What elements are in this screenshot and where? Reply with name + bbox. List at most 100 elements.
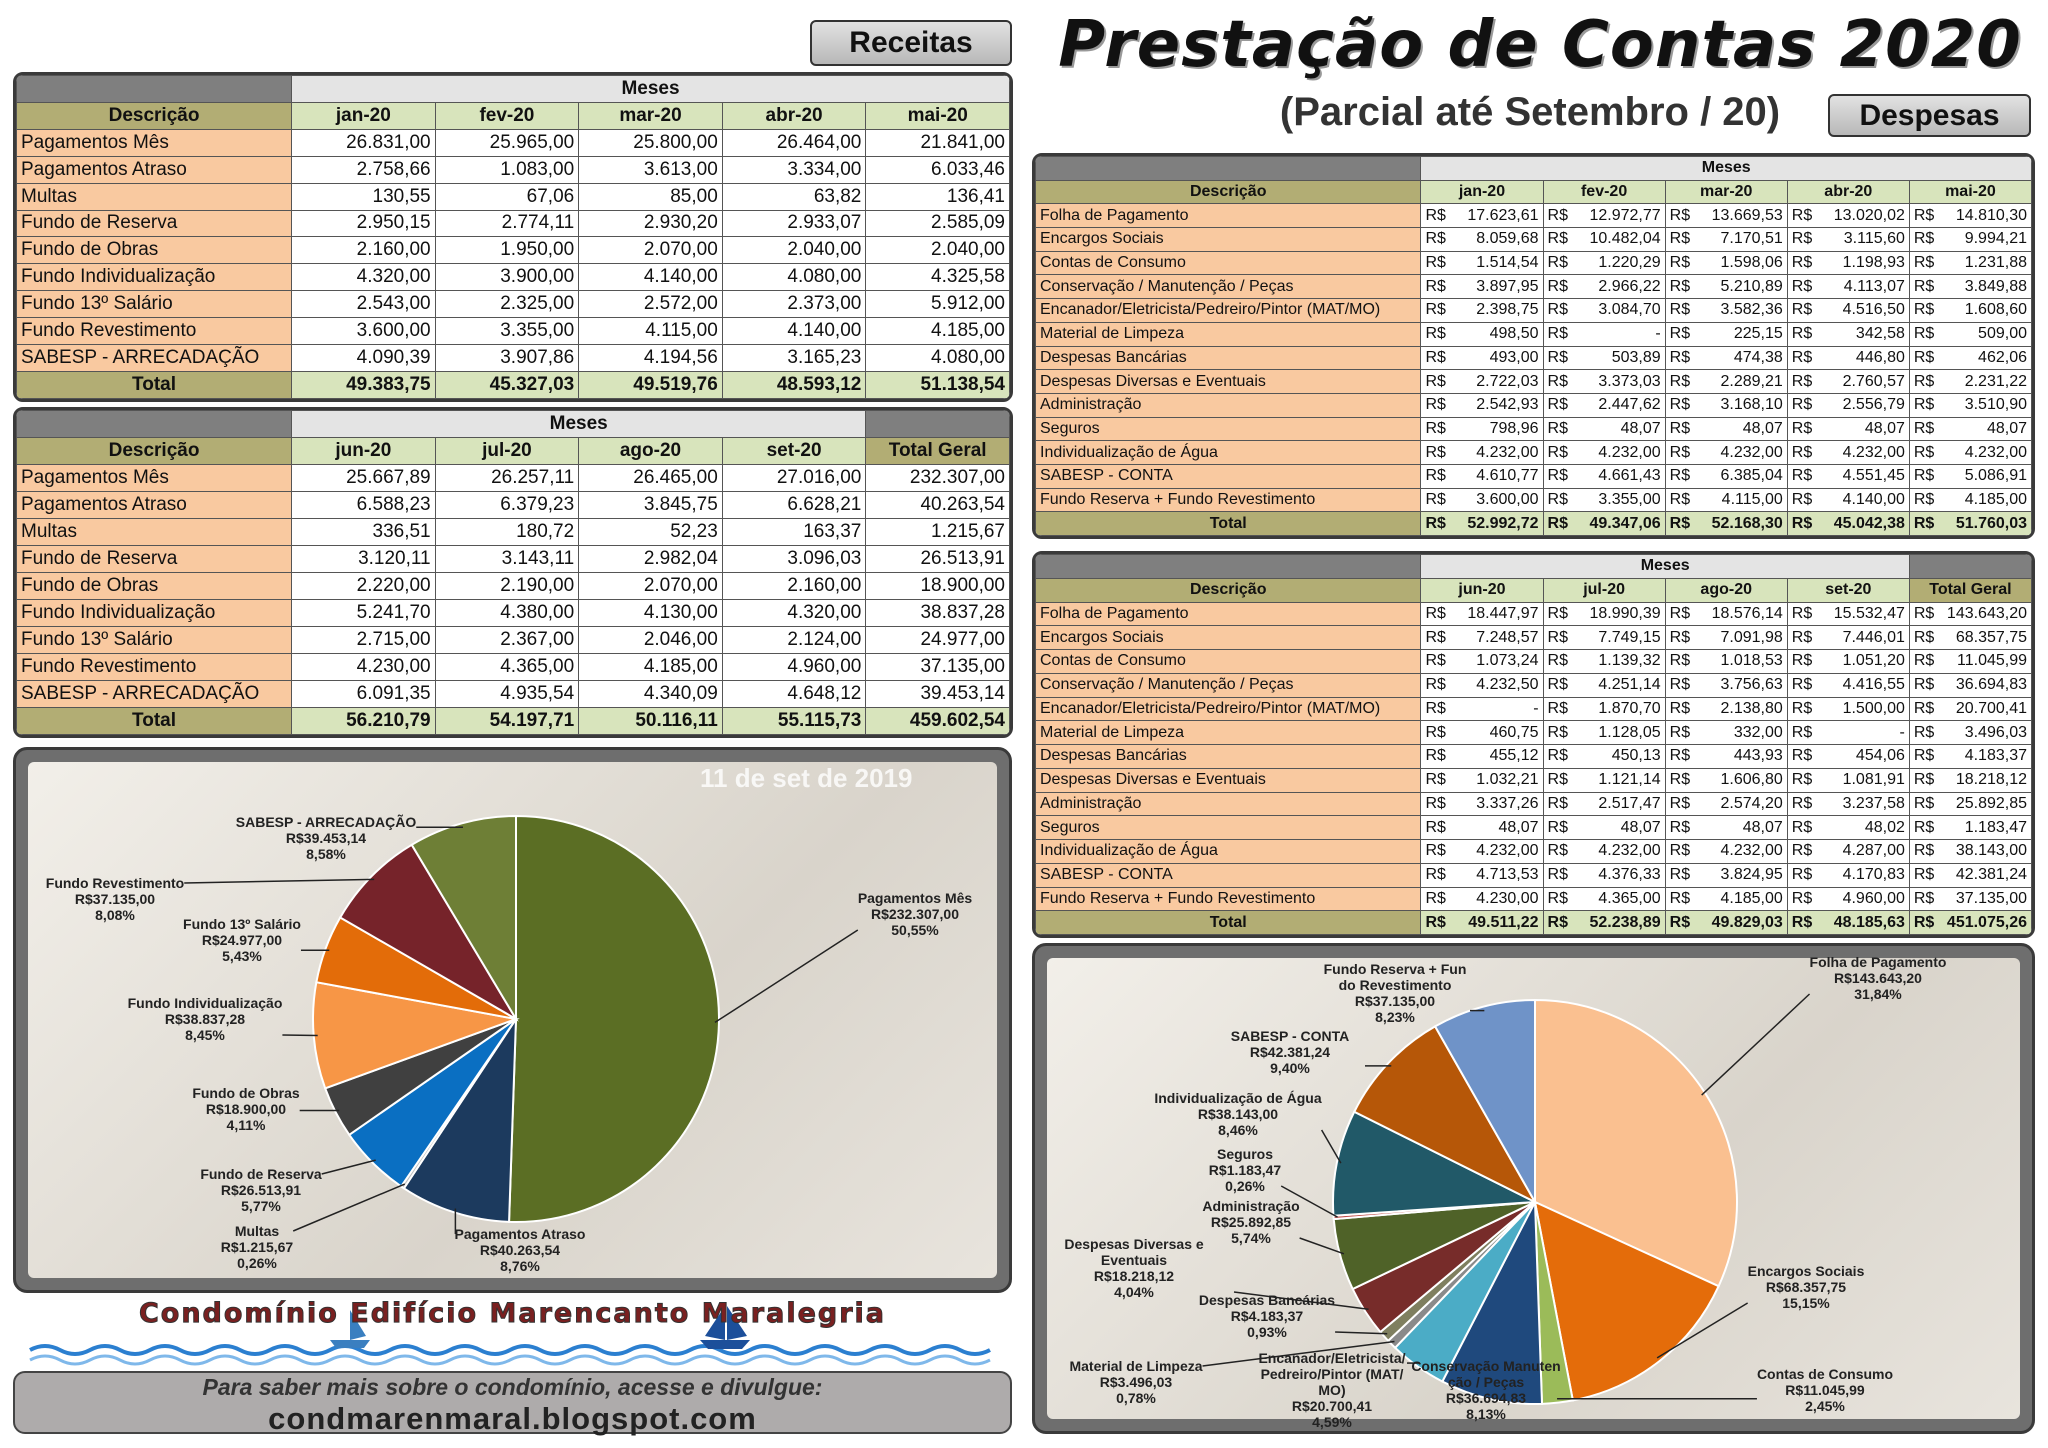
cell-value: 6.379,23 xyxy=(434,491,580,519)
data-row: Fundo de Obras 2.160,00 1.950,00 2.070,00 2.… xyxy=(16,236,1010,265)
corner-cell xyxy=(1035,156,1422,181)
group-header: Meses xyxy=(1420,554,1910,579)
pie-label-name: Material de Limpeza xyxy=(1069,1358,1203,1374)
total-value: R$ 52.168,30 xyxy=(1664,511,1788,536)
pie-label: Folha de Pagamento R$143.643,20 31,84% xyxy=(1810,954,1947,1002)
cell-value: 232.307,00 xyxy=(865,464,1010,492)
cell-value: R$ 17.623,61 xyxy=(1420,203,1544,229)
row-label: Fundo Individualização xyxy=(16,263,293,292)
row-label: Folha de Pagamento xyxy=(1035,601,1422,627)
pie-label-value: R$37.135,00 xyxy=(1354,993,1436,1009)
cell-value: 3.900,00 xyxy=(434,263,580,292)
row-label: Despesas Bancárias xyxy=(1035,345,1422,371)
month-header: fev-20 xyxy=(1542,179,1666,205)
footer-text: Para saber mais sobre o condomínio, aces… xyxy=(202,1374,823,1400)
cell-value: 4.960,00 xyxy=(721,653,867,681)
total-value: 55.115,73 xyxy=(721,707,867,735)
data-row: Conservação / Manutenção / Peças R$ 3.897… xyxy=(1035,274,2032,300)
cell-value: R$ 2.289,21 xyxy=(1664,369,1788,394)
pie-label: Encargos Sociais R$68.357,75 15,15% xyxy=(1748,1263,1865,1311)
cell-value: R$ 1.081,91 xyxy=(1786,767,1910,793)
row-label: Administração xyxy=(1035,791,1422,817)
cell-value: R$ 450,13 xyxy=(1542,744,1666,769)
data-row: Folha de Pagamento R$ 17.623,61 R$ 12.972,… xyxy=(1035,203,2032,229)
cell-value: 4.185,00 xyxy=(578,653,723,681)
footer-url[interactable]: condmarenmaral.blogspot.com xyxy=(268,1401,757,1436)
cell-value: R$ 1.183,47 xyxy=(1908,815,2032,840)
despesas-table-2: Meses Descrição jun-20 jul-20 ago-20 set-20 To… xyxy=(1032,551,2035,938)
data-row: Pagamentos Mês 26.831,00 25.965,00 25.800,0… xyxy=(16,128,1010,157)
month-header: mar-20 xyxy=(578,101,723,130)
cell-value: 2.046,00 xyxy=(578,626,723,654)
row-label: SABESP - ARRECADAÇÃO xyxy=(16,680,293,708)
cell-value: R$ 6.385,04 xyxy=(1664,463,1788,489)
cell-value: 4.090,39 xyxy=(291,344,436,372)
cell-value: 163,37 xyxy=(721,518,867,546)
pie-label: Administração R$25.892,85 5,74% xyxy=(1202,1198,1299,1246)
pie-label: Pagamentos Mês R$232.307,00 50,55% xyxy=(858,890,972,938)
cell-value: R$ 9.994,21 xyxy=(1908,227,2032,252)
corner-cell xyxy=(1035,554,1422,579)
total-row: Total 49.383,75 45.327,03 49.519,76 48.593,1… xyxy=(16,370,1010,399)
pie-label-value: R$1.183,47 xyxy=(1208,1162,1282,1178)
data-row: Fundo de Reserva 2.950,15 2.774,11 2.930,20… xyxy=(16,209,1010,238)
total-value: 54.197,71 xyxy=(434,707,580,735)
despesas-button[interactable]: Despesas xyxy=(1828,94,2031,137)
row-label: Conservação / Manutenção / Peças xyxy=(1035,274,1422,300)
cell-value: 2.982,04 xyxy=(578,545,723,573)
data-row: Material de Limpeza R$ 460,75 R$ 1.128,05 R… xyxy=(1035,720,2032,745)
data-row: Pagamentos Mês 25.667,89 26.257,11 26.465,0… xyxy=(16,464,1010,492)
cell-value: R$ 4.170,83 xyxy=(1786,862,1910,888)
cell-value: R$ 38.143,00 xyxy=(1908,839,2032,864)
receitas-button[interactable]: Receitas xyxy=(810,20,1012,66)
cell-value: 3.613,00 xyxy=(578,155,723,184)
cell-value: R$ 4.661,43 xyxy=(1542,463,1666,489)
data-row: Encargos Sociais R$ 8.059,68 R$ 10.482,04 R… xyxy=(1035,227,2032,252)
cell-value: R$ 2.447,62 xyxy=(1542,392,1666,418)
row-label: Pagamentos Mês xyxy=(16,464,293,492)
pie-label-percent: 8,13% xyxy=(1466,1406,1506,1422)
pie-label-value: R$24.977,00 xyxy=(201,932,283,948)
pie-label-value: R$4.183,37 xyxy=(1230,1308,1304,1324)
cell-value: 2.758,66 xyxy=(291,155,436,184)
month-header: jan-20 xyxy=(1420,179,1544,205)
pie-label-name: Fundo Revestimento xyxy=(45,875,185,891)
total-value: 48.593,12 xyxy=(721,370,867,399)
month-header: mar-20 xyxy=(1664,179,1788,205)
cell-value: R$ 1.870,70 xyxy=(1542,696,1666,722)
pie-label-name: SABESP - CONTA xyxy=(1230,1028,1350,1044)
total-value: R$ 52.992,72 xyxy=(1420,511,1544,536)
cell-value: R$ 18.218,12 xyxy=(1908,767,2032,793)
row-label: Pagamentos Mês xyxy=(16,128,293,157)
pie-label: Pagamentos Atraso R$40.263,54 8,76% xyxy=(455,1226,586,1274)
cell-value: R$ 4.232,00 xyxy=(1664,440,1788,465)
cell-value: 52,23 xyxy=(578,518,723,546)
pie-label-percent: 2,45% xyxy=(1805,1398,1845,1414)
pie-label-name: Fundo de Reserva xyxy=(200,1166,322,1182)
cell-value: 3.334,00 xyxy=(721,155,867,184)
data-row: Encanador/Eletricista/Pedreiro/Pintor (M… xyxy=(1035,298,2032,323)
cell-value: 4.140,00 xyxy=(721,317,867,346)
cell-value: R$ 1.606,80 xyxy=(1664,767,1788,793)
row-label: Seguros xyxy=(1035,416,1422,442)
pie-label-value: R$18.218,12 xyxy=(1093,1268,1175,1284)
cell-value: R$ 474,38 xyxy=(1664,345,1788,371)
row-label: Despesas Diversas e Eventuais xyxy=(1035,767,1422,793)
total-label: Total xyxy=(1035,910,1422,935)
cell-value: R$ 4.516,50 xyxy=(1786,298,1910,323)
cell-value: R$ 493,00 xyxy=(1420,345,1544,371)
month-header: abr-20 xyxy=(721,101,867,130)
description-header: Descrição xyxy=(16,437,293,465)
pie-label-value: R$38.143,00 xyxy=(1197,1106,1279,1122)
cell-value: 2.933,07 xyxy=(721,209,867,238)
pie-label-percent: 8,08% xyxy=(95,907,135,923)
cell-value: R$ 18.447,97 xyxy=(1420,601,1544,627)
row-label: Folha de Pagamento xyxy=(1035,203,1422,229)
month-header: fev-20 xyxy=(434,101,580,130)
row-label: Despesas Diversas e Eventuais xyxy=(1035,369,1422,394)
cell-value: R$ 7.170,51 xyxy=(1664,227,1788,252)
data-row: Administração R$ 2.542,93 R$ 2.447,62 R$ 3.… xyxy=(1035,392,2032,418)
pie-label-value: R$25.892,85 xyxy=(1210,1214,1292,1230)
cell-value: R$ 3.897,95 xyxy=(1420,274,1544,300)
pie-label-name: Encargos Sociais xyxy=(1747,1263,1865,1279)
